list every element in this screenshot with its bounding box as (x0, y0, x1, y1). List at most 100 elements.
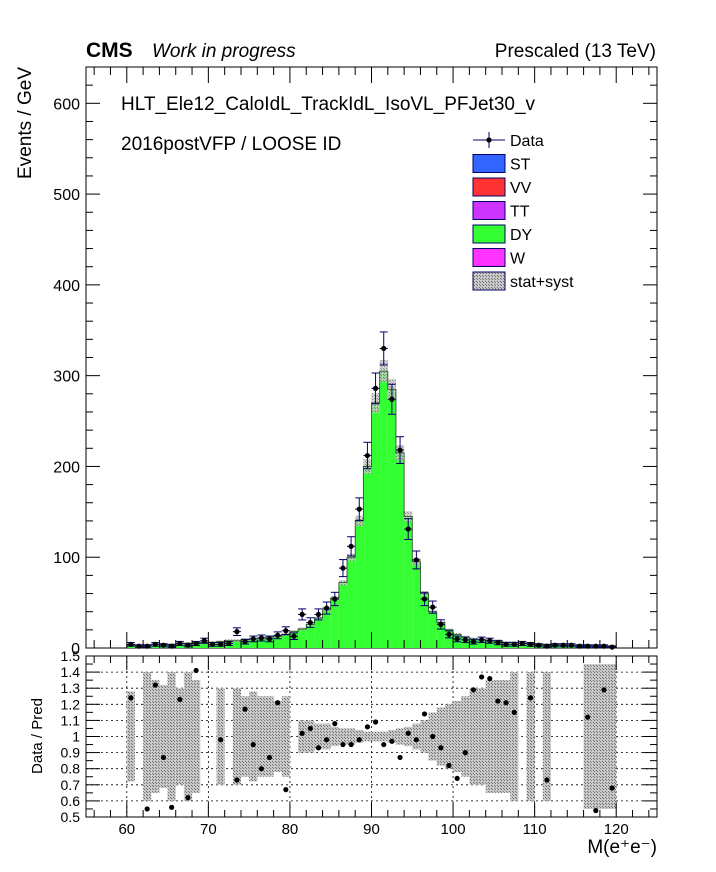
ratio-uncertainty-band (404, 726, 413, 747)
ratio-uncertainty-band (469, 688, 478, 785)
ratio-y-axis-label: Data / Pred (29, 698, 46, 774)
legend-swatch-dy (472, 224, 506, 244)
dy-bar (477, 639, 486, 648)
dy-bar (330, 598, 339, 648)
data-point (536, 642, 542, 648)
ratio-point (381, 741, 387, 748)
ratio-uncertainty-band (216, 688, 225, 785)
data-point (364, 452, 371, 459)
dy-bar (371, 402, 380, 648)
ratio-uncertainty-band (338, 728, 348, 745)
data-point (332, 596, 338, 602)
ratio-uncertainty-band (510, 672, 519, 801)
ratio-point (364, 724, 371, 730)
data-point (258, 635, 264, 641)
main-y-tick-label: 500 (53, 187, 80, 204)
dy-bar (379, 371, 388, 648)
data-point (601, 643, 607, 649)
energy-label: Prescaled (13 TeV) (495, 41, 656, 62)
data-point (136, 643, 142, 649)
data-point (511, 641, 517, 647)
ratio-point (405, 730, 411, 736)
ratio-uncertainty-band (395, 728, 405, 745)
dy-bar (404, 516, 413, 648)
dy-bar (200, 642, 209, 648)
dy-bar (298, 628, 307, 648)
ratio-y-tick-label: 1.5 (61, 648, 81, 664)
ratio-uncertainty-band (608, 664, 617, 809)
ratio-point (356, 737, 362, 743)
ratio-uncertainty-band (347, 728, 356, 745)
data-point (177, 640, 183, 647)
ratio-x-axis-label: M(e⁺e⁻) (587, 837, 657, 858)
ratio-point (283, 787, 289, 793)
data-point (201, 638, 207, 644)
ratio-uncertainty-band (477, 688, 486, 785)
ratio-uncertainty-band (126, 691, 135, 782)
ratio-uncertainty-band (363, 731, 372, 742)
ratio-uncertainty-band (306, 720, 315, 753)
ratio-point (193, 667, 199, 674)
ratio-y-tick-label: 1.3 (61, 680, 81, 696)
ratio-point (258, 766, 264, 772)
legend-label: ST (510, 157, 531, 174)
data-point (552, 642, 558, 648)
ratio-y-tick-label: 1 (72, 729, 80, 745)
ratio-point (413, 737, 419, 743)
ratio-y-tick-label: 0.9 (61, 745, 81, 761)
ratio-point (315, 745, 322, 751)
data-point (438, 621, 444, 627)
ratio-uncertainty-band (143, 672, 152, 801)
ratio-point (389, 738, 395, 744)
ratio-x-tick-label: 60 (118, 821, 135, 838)
dy-bar (428, 611, 437, 648)
data-point (242, 639, 248, 645)
data-point (389, 396, 395, 402)
ratio-point (585, 714, 591, 720)
data-point (405, 526, 411, 532)
data-point (283, 628, 289, 634)
ratio-point (470, 687, 477, 693)
ratio-uncertainty-band (379, 731, 388, 742)
data-point (576, 643, 583, 649)
data-point (593, 643, 599, 649)
ratio-point (217, 737, 224, 743)
dy-bar (249, 638, 258, 648)
ratio-y-tick-label: 0.7 (61, 777, 81, 793)
ratio-uncertainty-band (232, 688, 241, 785)
data-point (315, 611, 322, 618)
ratio-x-tick-label: 120 (604, 821, 629, 838)
data-point (421, 596, 428, 602)
data-point (519, 640, 526, 647)
ratio-point (144, 806, 150, 812)
ratio-uncertainty-band (281, 696, 290, 777)
ratio-point (527, 695, 534, 701)
legend-label: VV (510, 180, 532, 197)
ratio-uncertainty-band (273, 701, 282, 772)
ratio-point (397, 754, 403, 761)
dy-bar (314, 618, 323, 648)
ratio-point (128, 695, 134, 701)
ratio-x-tick-label: 70 (200, 821, 217, 838)
data-point (479, 637, 485, 643)
ratio-point (487, 675, 493, 682)
data-point (454, 636, 460, 642)
dy-bar (412, 561, 421, 648)
ratio-uncertainty-band (183, 672, 193, 801)
ratio-uncertainty-band (493, 680, 503, 793)
ratio-uncertainty-band (159, 684, 168, 789)
ratio-uncertainty-band (412, 723, 421, 750)
data-point (340, 565, 346, 571)
ratio-y-tick-label: 1.2 (61, 696, 81, 712)
ratio-uncertainty-band (175, 688, 184, 785)
main-y-tick-label: 600 (53, 96, 80, 113)
legend-swatch-stat-syst (472, 271, 506, 291)
ratio-point (340, 741, 346, 748)
data-point (397, 447, 403, 453)
dy-bar (265, 637, 274, 648)
ratio-uncertainty-band (526, 672, 535, 801)
data-point (544, 643, 550, 649)
data-point (169, 643, 175, 649)
data-point (430, 604, 436, 610)
